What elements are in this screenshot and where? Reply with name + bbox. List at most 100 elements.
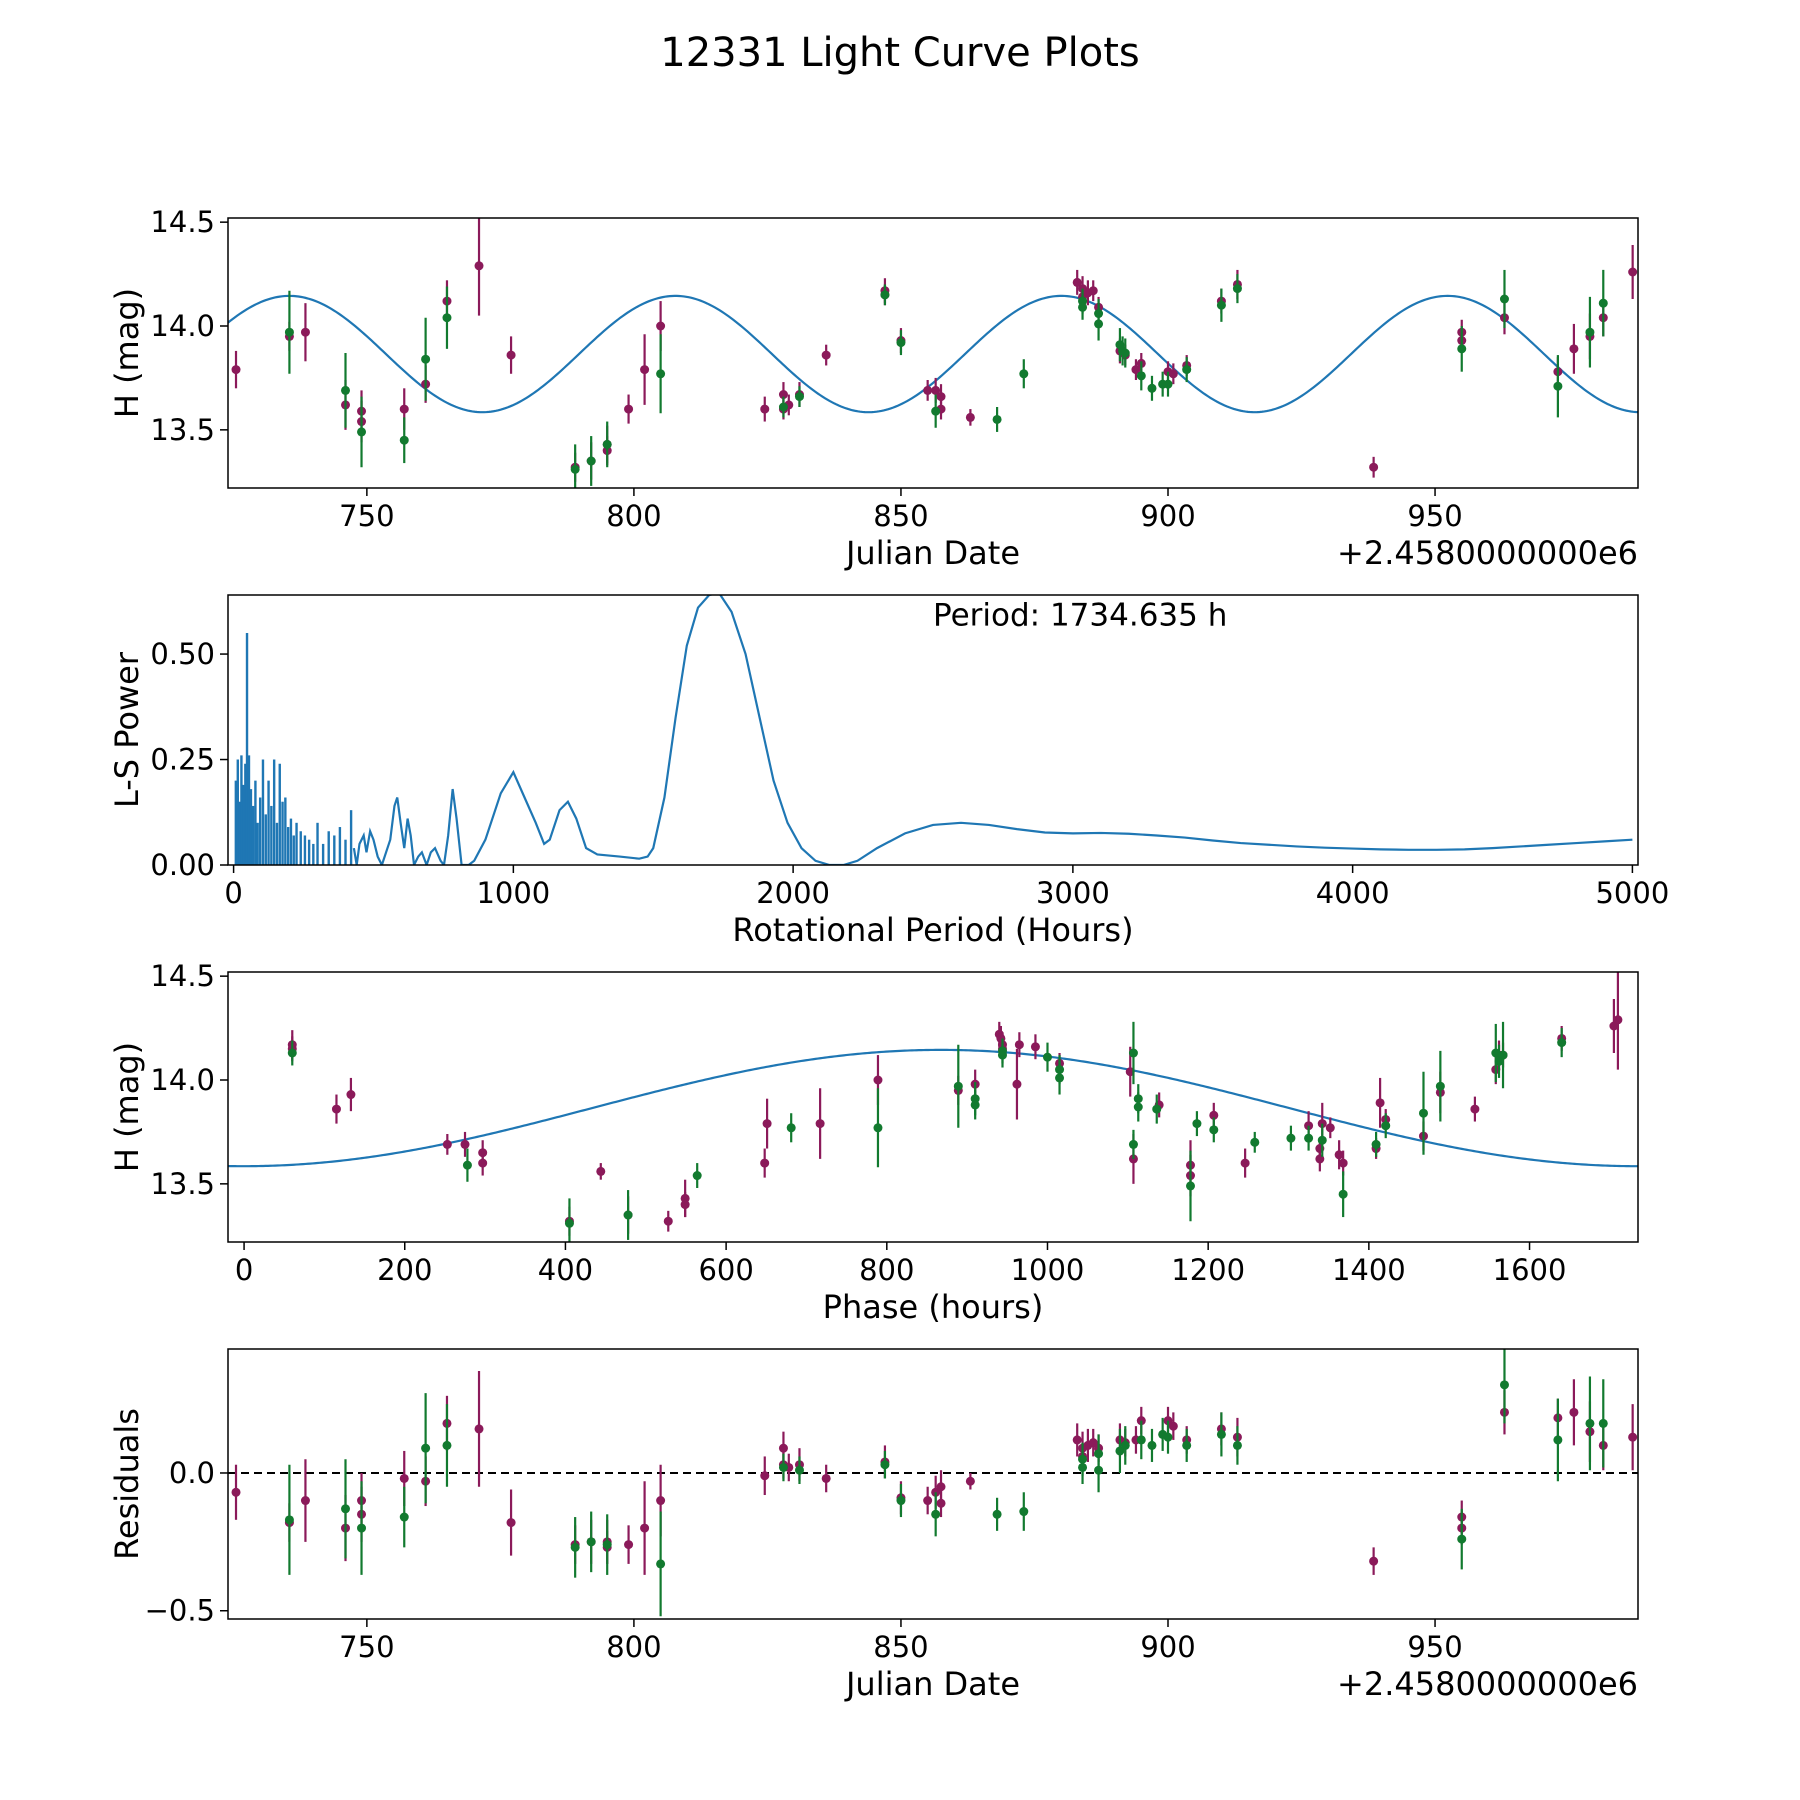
magenta-data-point	[936, 392, 946, 402]
magenta-data-point	[1168, 369, 1178, 379]
green-data-point	[1182, 365, 1192, 375]
green-data-point	[778, 1462, 788, 1472]
green-data-point	[1232, 1440, 1242, 1450]
magenta-data-point	[506, 350, 516, 360]
green-data-point	[1216, 1429, 1226, 1439]
magenta-data-point	[1569, 344, 1579, 354]
green-data-point	[341, 1504, 350, 1514]
x-tick-label: 900	[1140, 1630, 1195, 1664]
magenta-data-point	[1014, 1040, 1024, 1050]
magenta-data-point	[506, 1518, 516, 1528]
x-axis-label: Phase (hours)	[823, 1288, 1044, 1326]
green-data-point	[1078, 302, 1088, 312]
green-data-point	[357, 427, 367, 437]
plot-area	[228, 972, 1638, 1242]
magenta-data-point	[1240, 1158, 1250, 1168]
green-data-point	[953, 1081, 963, 1091]
green-data-point	[931, 406, 941, 416]
model-curve	[228, 1048, 1638, 1168]
x-tick-label: 750	[339, 499, 394, 533]
green-data-point	[992, 1509, 1002, 1519]
axes-frame	[227, 971, 1639, 1243]
axes-frame	[227, 217, 1639, 489]
green-data-point	[692, 1171, 702, 1181]
residuals-panel: 750 800 850 900 950 −0.5 0.0 Julian Date Residua…	[108, 1348, 1639, 1703]
magenta-data-point	[1168, 1421, 1178, 1431]
green-data-point	[997, 1046, 1007, 1056]
x-tick-label: 850	[873, 499, 928, 533]
x-tick-label: 2000	[756, 876, 830, 910]
green-data-point	[1457, 344, 1467, 354]
x-tick-label: 400	[538, 1253, 593, 1287]
green-data-point	[421, 1443, 431, 1453]
y-tick-label: 0.00	[150, 848, 215, 882]
magenta-data-point	[399, 1473, 409, 1483]
x-tick-label: 200	[377, 1253, 432, 1287]
x-tick-label: 1000	[1011, 1253, 1085, 1287]
x-tick-label: 950	[1407, 499, 1462, 533]
magenta-data-point	[1030, 1042, 1040, 1052]
green-data-point	[287, 1048, 297, 1058]
green-data-point	[1152, 1104, 1162, 1114]
magenta-data-point	[624, 404, 634, 414]
x-tick-label: 800	[859, 1253, 914, 1287]
magenta-data-point	[596, 1166, 606, 1176]
green-data-point	[1163, 379, 1173, 389]
green-data-point	[1498, 1050, 1508, 1060]
green-data-point	[1147, 383, 1157, 393]
x-axis-label: Julian Date	[844, 534, 1020, 572]
green-data-point	[1136, 1435, 1146, 1445]
green-data-point	[880, 1460, 890, 1470]
plot-area	[228, 218, 1638, 488]
green-data-point	[786, 1123, 796, 1133]
y-tick-label: 0.25	[150, 743, 215, 777]
axes-frame	[227, 1348, 1639, 1620]
magenta-data-point	[346, 1090, 356, 1100]
magenta-data-point	[923, 385, 933, 395]
magenta-data-point	[640, 365, 650, 375]
x-tick-label: 1200	[1171, 1253, 1245, 1287]
magenta-data-point	[760, 1158, 770, 1168]
magenta-data-point	[965, 412, 975, 422]
green-data-point	[1499, 1380, 1509, 1390]
magenta-data-point	[300, 1496, 310, 1506]
magenta-data-point	[231, 1487, 241, 1497]
green-data-point	[1598, 1418, 1608, 1428]
x-tick-label: 950	[1407, 1630, 1462, 1664]
green-data-point	[357, 1523, 367, 1533]
green-data-point	[1128, 1139, 1138, 1149]
green-data-point	[1598, 298, 1608, 308]
green-data-point	[1418, 1108, 1428, 1118]
green-data-point	[1557, 1038, 1567, 1048]
magenta-data-point	[1375, 1098, 1385, 1108]
best-period-annotation: Period: 1734.635 h	[933, 598, 1227, 634]
magenta-data-point	[478, 1158, 488, 1168]
green-data-point	[1553, 381, 1563, 391]
y-axis-label: Residuals	[108, 1408, 146, 1560]
green-data-point	[570, 1542, 580, 1552]
y-tick-label: 14.0	[150, 1063, 215, 1097]
x-tick-label: 800	[606, 1630, 661, 1664]
green-data-point	[1133, 1102, 1143, 1112]
green-data-point	[1163, 1432, 1173, 1442]
magenta-data-point	[460, 1139, 470, 1149]
green-data-point	[462, 1160, 472, 1170]
green-data-point	[992, 414, 1002, 424]
green-data-point	[399, 435, 409, 445]
green-data-point	[656, 1559, 666, 1569]
green-data-point	[1209, 1125, 1219, 1135]
magenta-data-point	[760, 1471, 770, 1481]
model-curve	[228, 294, 1638, 414]
magenta-data-point	[1325, 1123, 1335, 1133]
magenta-data-point	[1338, 1158, 1348, 1168]
magenta-data-point	[965, 1476, 975, 1486]
x-axis-label: Julian Date	[844, 1665, 1020, 1703]
magenta-data-point	[1369, 462, 1379, 472]
phased-lightcurve-panel: 0 200 400 600 800 1000 1200 1400 1600 13.5 14.0 14.…	[108, 959, 1639, 1326]
green-data-point	[794, 392, 804, 402]
magenta-data-point	[442, 1139, 452, 1149]
magenta-data-point	[815, 1119, 825, 1129]
magenta-data-point	[1088, 286, 1098, 296]
x-tick-label: 0	[235, 1253, 253, 1287]
